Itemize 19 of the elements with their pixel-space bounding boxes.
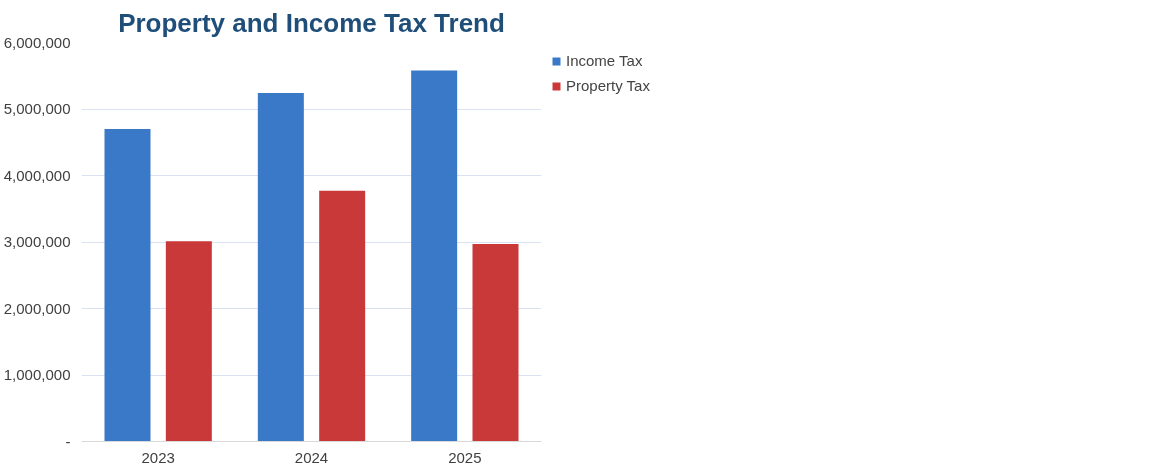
y-tick-label: 2,000,000 (3, 299, 71, 317)
y-tick-label: 3,000,000 (3, 233, 71, 250)
y-tick-label: 1,000,000 (3, 366, 71, 383)
y-tick-label: 4,000,000 (3, 166, 71, 184)
y-tick-label: 5,000,000 (3, 100, 71, 117)
legend-label: Income Tax (566, 52, 643, 69)
bar (319, 190, 366, 442)
y-tick-label: 6,000,000 (3, 33, 71, 51)
bar (472, 243, 519, 442)
chart-title: Property and Income Tax Trend (118, 7, 505, 38)
bar (104, 128, 151, 442)
x-tick-label: 2025 (448, 448, 482, 466)
y-tick-label: - (65, 432, 71, 450)
bar (165, 241, 212, 442)
x-tick-label: 2023 (141, 448, 175, 466)
bar (411, 70, 458, 442)
x-tick-label: 2024 (294, 448, 329, 466)
bar (257, 93, 304, 442)
legend-label: Property Tax (566, 77, 650, 94)
